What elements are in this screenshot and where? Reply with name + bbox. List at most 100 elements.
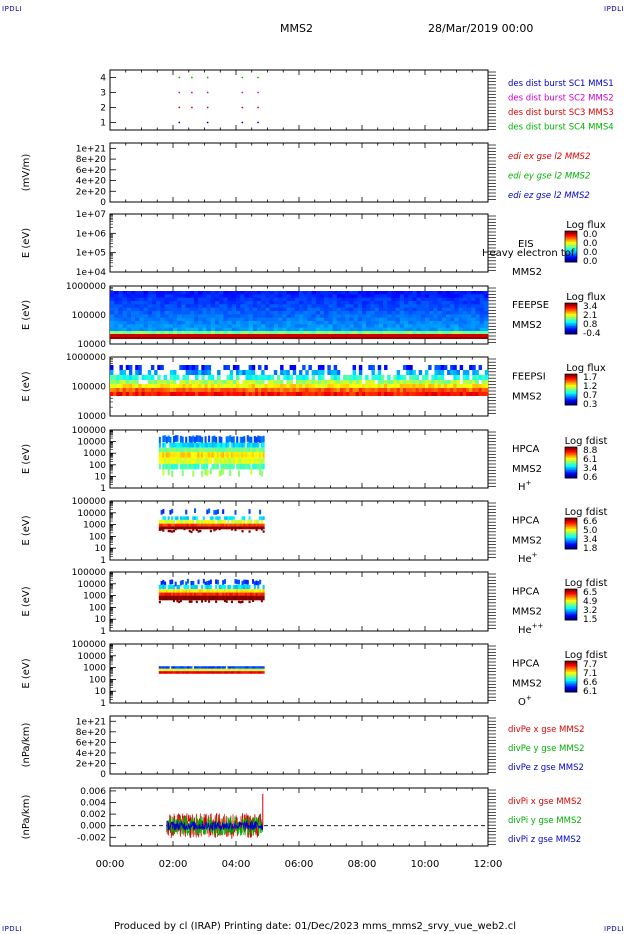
feepse-cell <box>118 327 123 332</box>
feepse-cell <box>462 321 468 325</box>
feepse-cell <box>441 297 447 302</box>
hpca_o-cell <box>213 668 216 672</box>
feepse-cell <box>210 291 216 295</box>
feepsi-cell <box>324 380 328 384</box>
feepse-cell <box>164 334 170 337</box>
hpca_hepp-cell <box>255 580 258 586</box>
feepse-cell <box>160 311 165 315</box>
feepse-cell <box>147 314 153 319</box>
hpca_o-cell <box>183 668 186 672</box>
feepse-cell <box>303 301 308 305</box>
hpca_h-cell <box>243 442 246 448</box>
feepse-cell <box>152 297 157 302</box>
hpca_o-cell <box>222 666 225 669</box>
feepse-cell <box>143 307 149 312</box>
feepse-cell <box>210 317 216 322</box>
hpca_hepp-cell <box>248 584 251 590</box>
feepse-cell <box>118 321 123 325</box>
feepse-cell <box>110 314 115 319</box>
feepse-cell <box>446 324 451 329</box>
hpca_hepp-cell <box>181 589 184 593</box>
feepse-cell <box>164 311 170 315</box>
feepse-cell <box>429 311 434 315</box>
hpca_o-cell <box>250 671 253 674</box>
feepse-cell <box>425 331 430 334</box>
feepse-cell <box>420 291 426 295</box>
feepse-cell <box>433 301 438 305</box>
hpca_hepp-cell <box>178 589 181 593</box>
hpca_o-cell <box>241 671 244 674</box>
hpca_o-cell <box>206 668 209 672</box>
feepse-cell <box>269 307 275 312</box>
feepsi-cell <box>232 380 237 384</box>
hpca_hepp-ylabel: E (eV) <box>21 586 32 616</box>
hpca_he-cell <box>197 530 200 533</box>
hpca_h-cell <box>220 452 223 458</box>
burst-burst-point <box>241 106 244 109</box>
feepsi-cell <box>421 380 426 384</box>
hpca_he-cell <box>209 529 212 533</box>
feepse-cell <box>240 304 245 309</box>
hpca_h-cell <box>188 447 191 453</box>
hpca_hepp-cell <box>230 589 233 593</box>
hpca_h-cell <box>199 452 202 458</box>
hpca_hepp-cell <box>257 580 260 586</box>
hpca_h-cell <box>220 457 223 464</box>
feepse-cell <box>374 301 380 305</box>
feepse-cell <box>168 311 174 315</box>
hpca_he-cell <box>253 519 256 524</box>
feepsi-cell <box>387 375 391 380</box>
hpca_o-cell <box>174 668 177 672</box>
feepsi-cell <box>409 380 413 384</box>
hpca_he-ytick-label: 1 <box>100 556 106 566</box>
hpca_hepp-cell <box>185 581 188 587</box>
feepse-cell <box>471 297 476 302</box>
hpca_he-cell <box>227 523 230 527</box>
feepse-cell <box>341 317 346 322</box>
divpe-legend-1: divPe y gse MMS2 <box>508 744 585 754</box>
hpca_h-cell <box>262 463 265 470</box>
feepsi-cell <box>399 392 404 396</box>
feepse-cell <box>189 314 195 319</box>
feepse-cell <box>299 294 304 299</box>
feepse-cell <box>240 294 245 299</box>
feepse-cell <box>399 334 405 337</box>
burst-legend-3: des dist burst SC4 MMS4 <box>508 122 614 132</box>
feepse-cell <box>215 317 220 322</box>
feepse-cell <box>114 297 119 302</box>
feepse-cell <box>462 311 468 315</box>
hpca_hepp-cell <box>195 595 198 601</box>
hpca_he-cell <box>204 523 207 527</box>
hpca_o-colorbar-cell <box>565 674 577 677</box>
feepse-cell <box>320 321 325 325</box>
hpca_he-cell <box>185 516 188 520</box>
feepse-cell <box>126 324 132 329</box>
feepsi-cell <box>421 375 426 380</box>
feepse-cell <box>181 337 186 339</box>
feepse-cell <box>185 337 191 339</box>
feepsi-cell <box>327 380 331 384</box>
feepsi-cell <box>125 375 130 380</box>
hpca_h-cell <box>223 447 226 453</box>
feepsi-cell <box>434 384 438 388</box>
hpca_hepp-cell <box>160 595 163 601</box>
hpca_o-cell <box>245 666 248 669</box>
feepsi-cell <box>119 392 123 396</box>
hpca_hepp-ytick-label: 100000 <box>72 568 107 578</box>
feepse-cell <box>286 304 291 309</box>
feepsi-cell <box>377 375 382 380</box>
hpca_o-cell <box>194 668 197 672</box>
feepsi-cell <box>327 384 331 388</box>
feepse-cell <box>345 321 350 325</box>
feepsi-cell <box>299 380 303 384</box>
hpca_h-cell <box>215 436 218 444</box>
hpca_he-cell <box>229 526 232 530</box>
feepse-cell <box>273 324 279 329</box>
feepse-cell <box>240 334 245 337</box>
feepse-cell <box>244 321 249 325</box>
feepse-cell <box>320 331 325 334</box>
feepsi-cell <box>169 384 174 388</box>
feepsi-cell <box>239 370 243 375</box>
feepse-cell <box>341 301 346 305</box>
feepse-cell <box>210 321 216 325</box>
